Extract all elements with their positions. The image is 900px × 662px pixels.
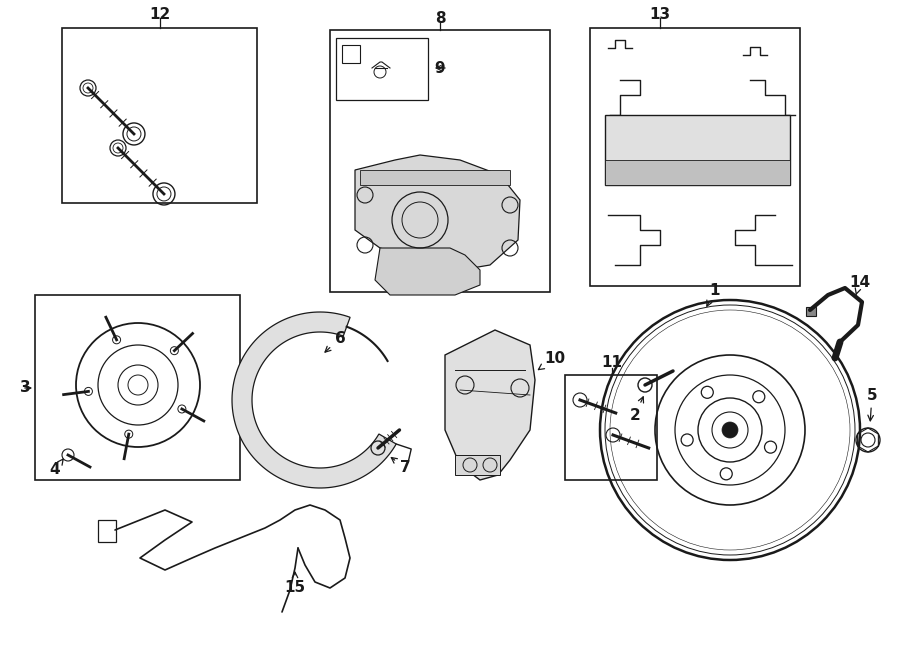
Bar [98, 520, 116, 542]
Bar [330, 30, 550, 292]
Bar [342, 45, 360, 63]
Text: 2: 2 [630, 397, 644, 422]
Text: 6: 6 [325, 330, 346, 352]
Bar [336, 38, 428, 100]
Polygon shape [232, 312, 396, 488]
Text: 4: 4 [50, 459, 63, 477]
Polygon shape [360, 170, 510, 185]
Polygon shape [445, 330, 535, 480]
Bar [590, 28, 800, 286]
Text: 11: 11 [601, 354, 623, 369]
Text: 9: 9 [435, 60, 446, 75]
Polygon shape [455, 455, 500, 475]
Text: 15: 15 [284, 572, 306, 596]
Text: 1: 1 [706, 283, 720, 307]
Circle shape [722, 422, 738, 438]
Text: 14: 14 [850, 275, 870, 295]
Text: 12: 12 [149, 7, 171, 21]
Polygon shape [806, 307, 816, 316]
Bar [62, 28, 257, 203]
Text: 13: 13 [650, 7, 670, 21]
Bar [35, 295, 240, 480]
Polygon shape [375, 248, 480, 295]
Polygon shape [355, 155, 520, 270]
Polygon shape [605, 115, 790, 185]
Text: 3: 3 [20, 381, 31, 395]
Bar [565, 375, 657, 480]
Text: 5: 5 [867, 387, 877, 421]
Polygon shape [605, 160, 790, 185]
Text: 7: 7 [392, 457, 410, 475]
Text: 8: 8 [435, 11, 446, 26]
Text: 10: 10 [538, 350, 565, 369]
